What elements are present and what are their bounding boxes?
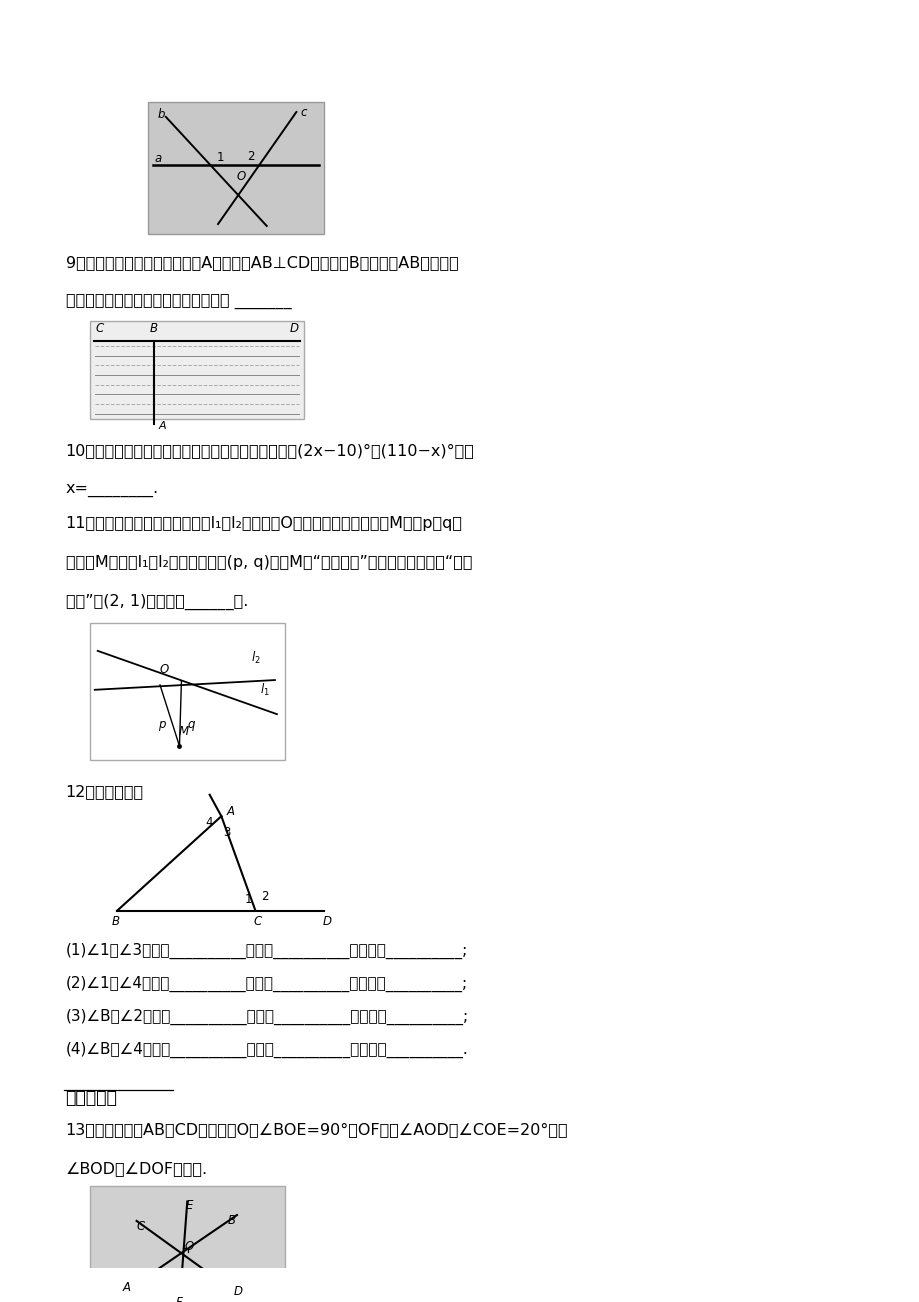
Bar — [148, 103, 323, 234]
Text: 11．如图，在平面内，两条直线l₁、l₂相交于点O，对于平面内任意一点M，若p、q分: 11．如图，在平面内，两条直线l₁、l₂相交于点O，对于平面内任意一点M，若p、… — [65, 516, 462, 531]
Text: E: E — [186, 1199, 193, 1212]
Text: 12．看图填空：: 12．看图填空： — [65, 784, 143, 799]
Text: 别是点M到直线l₁、l₂的距离，则称(p, q)为点M的“距离坐标”．根据上述规定，“距离: 别是点M到直线l₁、l₂的距离，则称(p, q)为点M的“距离坐标”．根据上述规… — [65, 555, 471, 570]
Text: 使所开的渠道最短，这样设计的依据是 _______: 使所开的渠道最短，这样设计的依据是 _______ — [65, 294, 290, 310]
Text: A: A — [123, 1281, 130, 1294]
Text: O: O — [185, 1240, 194, 1253]
Bar — [90, 322, 304, 419]
Bar — [90, 1186, 284, 1302]
Text: C: C — [136, 1220, 144, 1233]
Text: C: C — [96, 322, 104, 335]
Bar — [90, 624, 284, 760]
Text: (3)∠B和∠2是直线__________被直线__________所截得的__________;: (3)∠B和∠2是直线__________被直线__________所截得的__… — [65, 1009, 468, 1025]
Text: 3: 3 — [223, 827, 231, 840]
Text: O: O — [236, 169, 245, 182]
Text: a: a — [154, 152, 162, 165]
Text: A: A — [158, 421, 165, 431]
Text: 坐标”是(2, 1)的点共有______个.: 坐标”是(2, 1)的点共有______个. — [65, 594, 247, 611]
Text: 三、解答题: 三、解答题 — [65, 1088, 118, 1107]
Text: 1: 1 — [244, 892, 252, 905]
Text: B: B — [111, 915, 119, 928]
Text: 9．如图，计划把河水引到水池A中，先作AB⊥CD，垂足为B，然后沿AB开渠，能: 9．如图，计划把河水引到水池A中，先作AB⊥CD，垂足为B，然后沿AB开渠，能 — [65, 255, 458, 271]
Text: (1)∠1和∠3是直线__________被直线__________所截得的__________;: (1)∠1和∠3是直线__________被直线__________所截得的__… — [65, 943, 467, 960]
Text: D: D — [233, 1285, 243, 1298]
Text: (4)∠B和∠4是直线__________被直线__________所截得的__________.: (4)∠B和∠4是直线__________被直线__________所截得的__… — [65, 1042, 468, 1059]
Text: ∠BOD与∠DOF的度数.: ∠BOD与∠DOF的度数. — [65, 1161, 208, 1176]
Text: A: A — [226, 805, 233, 818]
Text: B: B — [150, 322, 158, 335]
Text: p: p — [158, 719, 165, 732]
Text: c: c — [301, 105, 307, 118]
Text: D: D — [289, 322, 299, 335]
Text: 1: 1 — [216, 151, 223, 164]
Text: 2: 2 — [247, 150, 255, 163]
Text: x=________.: x=________. — [65, 482, 158, 497]
Text: 13．如图，直线AB、CD相交于点O，∠BOE=90°，OF平分∠AOD，∠COE=20°，求: 13．如图，直线AB、CD相交于点O，∠BOE=90°，OF平分∠AOD，∠CO… — [65, 1122, 568, 1137]
Text: q: q — [187, 719, 195, 732]
Text: F: F — [176, 1297, 183, 1302]
Text: O: O — [159, 663, 168, 676]
Text: B: B — [228, 1215, 236, 1228]
Text: C: C — [253, 915, 261, 928]
Text: 2: 2 — [261, 889, 268, 902]
Text: $l_1$: $l_1$ — [260, 682, 270, 698]
Text: $l_2$: $l_2$ — [250, 650, 260, 665]
Text: (2)∠1和∠4是直线__________被直线__________所截得的__________;: (2)∠1和∠4是直线__________被直线__________所截得的__… — [65, 976, 467, 992]
Text: 4: 4 — [205, 815, 212, 828]
Text: 10．两条直线相交所成的四个角中，有两个角分别是(2x−10)°和(110−x)°，则: 10．两条直线相交所成的四个角中，有两个角分别是(2x−10)°和(110−x)… — [65, 443, 474, 458]
Bar — [109, 806, 353, 923]
Text: M: M — [178, 725, 188, 738]
Text: b: b — [157, 108, 165, 121]
Text: D: D — [323, 915, 332, 928]
